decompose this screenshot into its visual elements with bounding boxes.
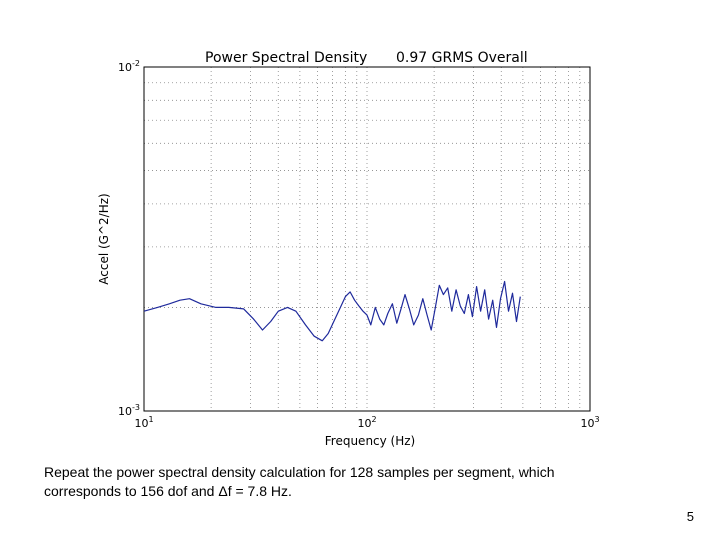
series-group	[143, 280, 521, 342]
x-tick-label: 103	[580, 415, 599, 430]
page-number: 5	[686, 509, 694, 524]
x-tick-label: 102	[357, 415, 376, 430]
y-tick-label: 10-3	[118, 403, 140, 418]
caption-line-1: Repeat the power spectral density calcul…	[44, 464, 555, 480]
psd-chart: Power Spectral Density 0.97 GRMS Overall…	[97, 50, 600, 448]
chart-subtitle: 0.97 GRMS Overall	[396, 50, 528, 66]
caption: Repeat the power spectral density calcul…	[44, 463, 644, 501]
plot-area	[143, 66, 591, 412]
y-tick-label: 10-2	[118, 59, 140, 74]
caption-line-2: corresponds to 156 dof and Δf = 7.8 Hz.	[44, 483, 292, 499]
y-axis-label: Accel (G^2/Hz)	[97, 193, 111, 284]
chart-title: Power Spectral Density	[205, 50, 367, 66]
grid-lines	[144, 67, 590, 411]
x-axis-label: Frequency (Hz)	[325, 434, 416, 448]
axis-ticks: 101 102 103 10-3 10-2	[118, 59, 600, 430]
x-tick-label: 101	[134, 415, 153, 430]
psd-series-line	[143, 280, 521, 342]
